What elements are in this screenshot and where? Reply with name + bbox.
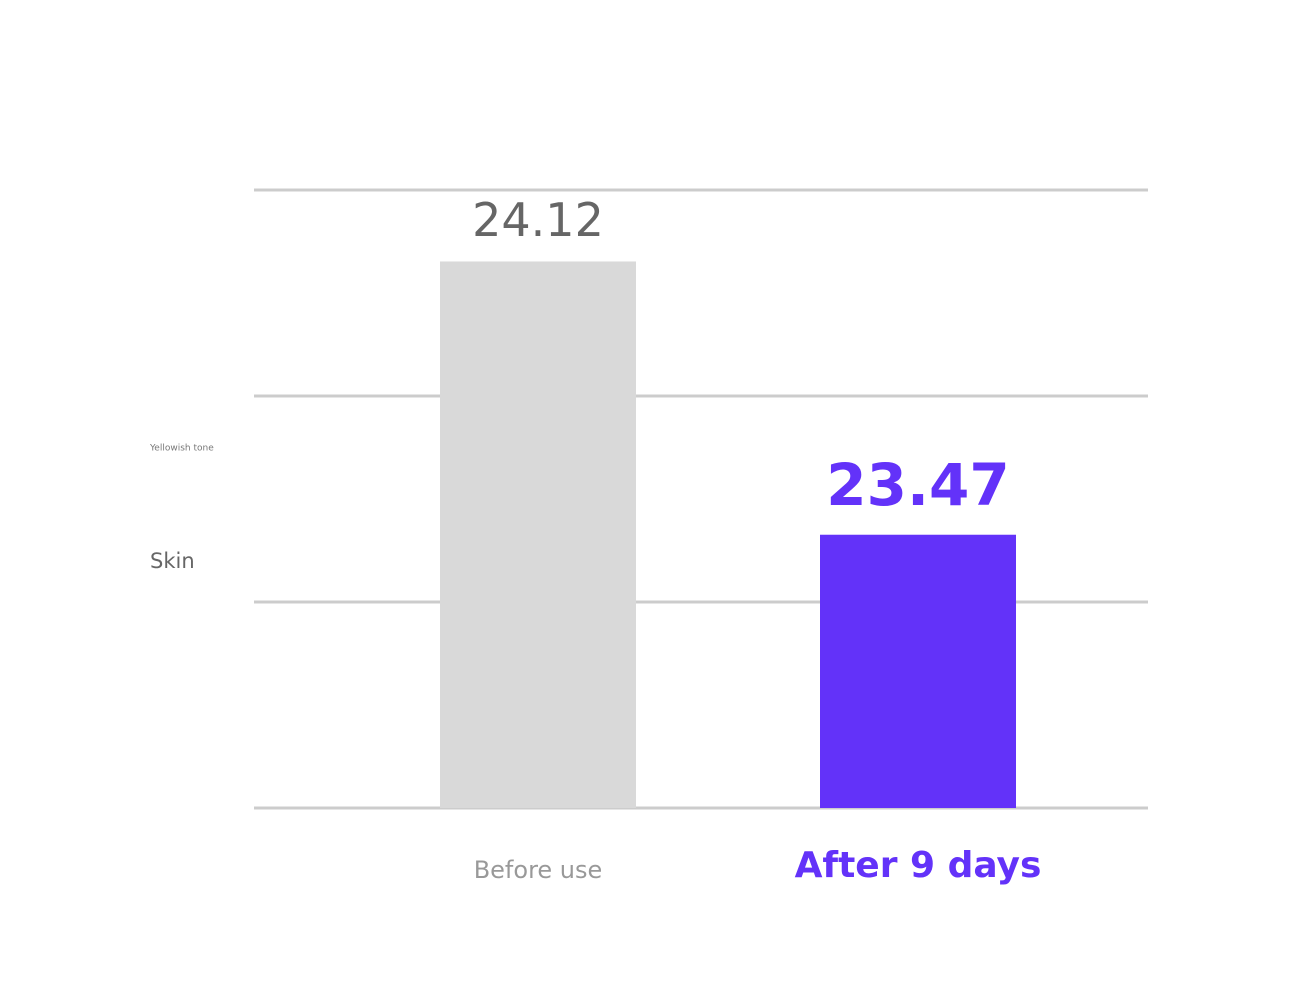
annotation: Skin — [150, 549, 195, 573]
annotation: Yellowish tone — [149, 444, 214, 454]
value-label: 23.47 — [826, 451, 1009, 519]
x-tick-label: Before use — [474, 856, 603, 884]
x-tick-label: After 9 days — [795, 845, 1042, 886]
value-label: 24.12 — [472, 193, 604, 247]
bar — [820, 534, 1016, 808]
bar — [440, 261, 636, 809]
